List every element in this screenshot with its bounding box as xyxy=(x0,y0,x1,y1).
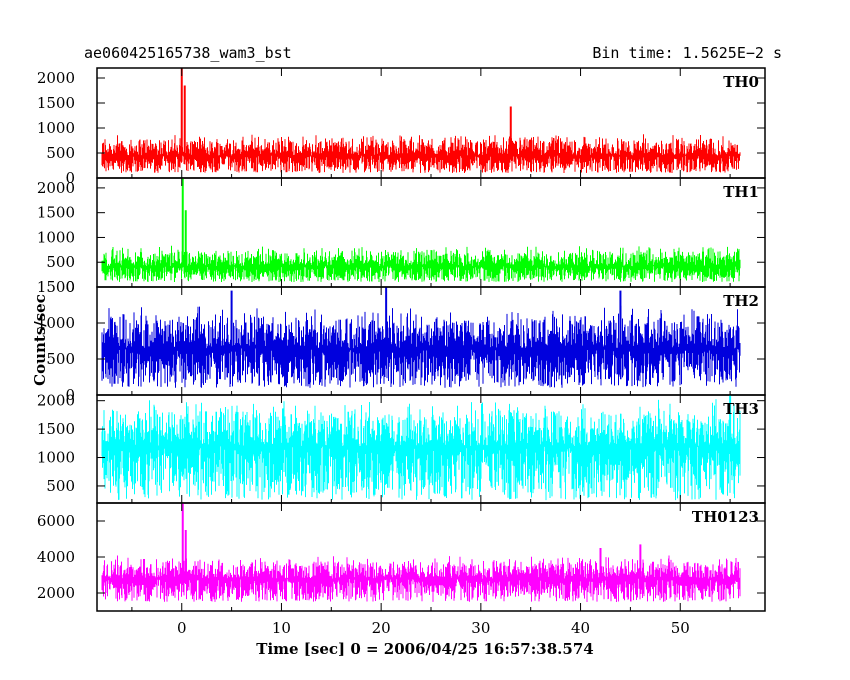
y-tick-label: 500 xyxy=(46,477,75,495)
y-tick-label: 500 xyxy=(46,350,75,368)
y-tick-label: 500 xyxy=(46,144,75,162)
x-axis-label: Time [sec] 0 = 2006/04/25 16:57:38.574 xyxy=(256,640,594,658)
y-tick-label: 0 xyxy=(65,386,75,404)
y-tick-label: 0 xyxy=(65,169,75,187)
series-label-th3: TH3 xyxy=(723,400,759,418)
y-tick-label: 4000 xyxy=(37,548,75,566)
series-label-th0: TH0 xyxy=(723,73,759,91)
series-band-th2 xyxy=(101,305,741,388)
y-tick-label: 1000 xyxy=(37,119,75,137)
y-tick-label: 1500 xyxy=(37,420,75,438)
series-label-th2: TH2 xyxy=(723,292,759,310)
y-tick-label: 2000 xyxy=(37,69,75,87)
x-tick-label: 10 xyxy=(272,619,291,637)
y-tick-label: 1500 xyxy=(37,94,75,112)
series-band-th0 xyxy=(101,134,741,173)
series-label-th1: TH1 xyxy=(723,183,759,201)
y-axis-label: Counts/sec xyxy=(30,294,49,386)
x-tick-label: 0 xyxy=(177,619,187,637)
y-tick-label: 1500 xyxy=(37,278,75,296)
chart-title: ae060425165738_wam3_bst xyxy=(84,44,292,62)
x-tick-label: 40 xyxy=(571,619,590,637)
x-tick-label: 20 xyxy=(372,619,391,637)
y-tick-label: 2000 xyxy=(37,392,75,410)
y-tick-label: 500 xyxy=(46,253,75,271)
y-tick-label: 2000 xyxy=(37,584,75,602)
series-label-th0123: TH0123 xyxy=(692,508,759,526)
series-band-th3 xyxy=(101,399,741,501)
y-tick-label: 2000 xyxy=(37,179,75,197)
y-tick-label: 1000 xyxy=(37,228,75,246)
y-tick-label: 1000 xyxy=(37,449,75,467)
y-tick-label: 1000 xyxy=(37,314,75,332)
y-tick-label: 6000 xyxy=(37,512,75,530)
bin-time-label: Bin time: 1.5625E−2 s xyxy=(592,44,782,62)
series-band-th0123 xyxy=(101,555,741,602)
x-tick-label: 50 xyxy=(671,619,690,637)
y-tick-label: 1500 xyxy=(37,204,75,222)
x-tick-label: 30 xyxy=(471,619,490,637)
y-tick-label: 0 xyxy=(65,278,75,296)
series-band-th1 xyxy=(101,245,741,282)
